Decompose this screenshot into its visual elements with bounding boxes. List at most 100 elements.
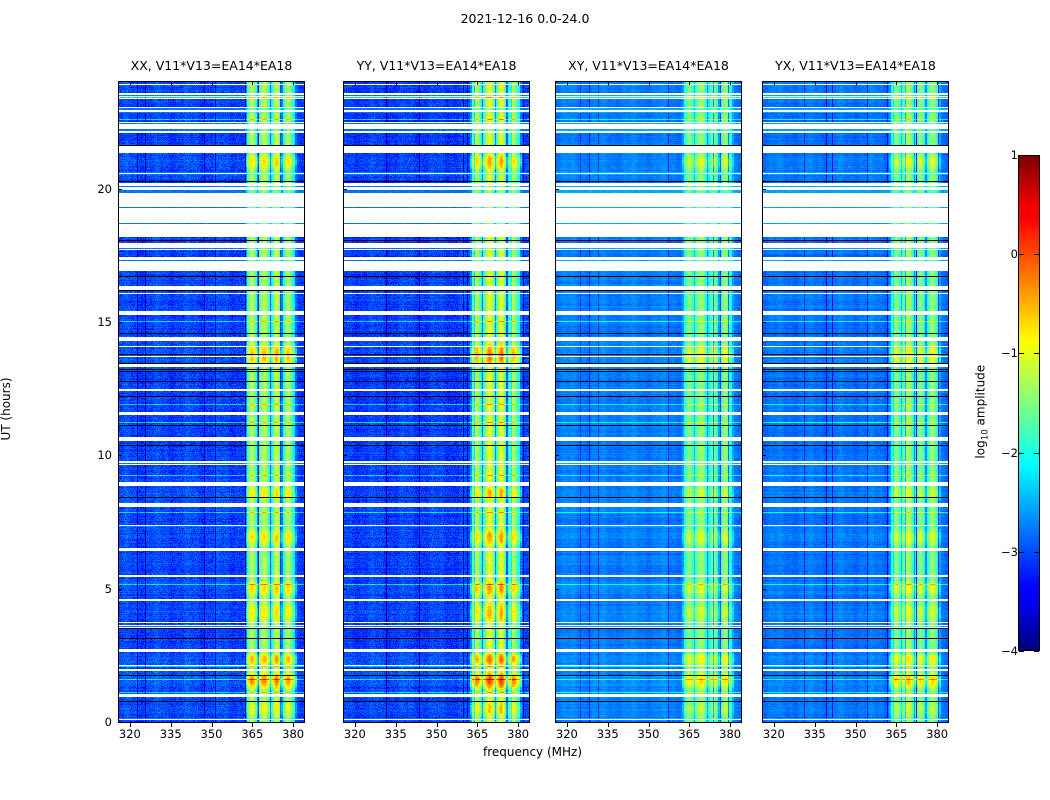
x-tick-mark [856,723,857,727]
x-tick-label: 320 [118,727,141,741]
x-tick-mark [608,81,609,85]
x-tick-mark [130,723,131,727]
y-tick-mark [762,189,766,190]
x-tick-labels: 320 335 350 365 380 [555,727,742,745]
y-tick-mark [118,722,122,723]
y-tick-mark [555,322,559,323]
colorbar-tick-label: 1 [1010,148,1018,162]
waterfall-panel-xx[interactable] [118,81,305,723]
y-tick-mark [118,189,122,190]
x-tick-label: 365 [885,727,908,741]
x-tick-mark [355,723,356,727]
y-tick-mark [343,455,347,456]
x-tick-mark [212,81,213,85]
y-tick-mark [343,322,347,323]
x-tick-mark [896,723,897,727]
x-tick-mark [130,81,131,85]
x-tick-label: 335 [803,727,826,741]
colorbar-tick-mark [1034,254,1039,255]
waterfall-image-yx [763,82,948,722]
x-tick-label: 365 [678,727,701,741]
x-tick-mark [774,81,775,85]
x-tick-label: 380 [282,727,305,741]
colorbar-tick-label: −2 [1001,445,1018,460]
x-tick-mark [689,723,690,727]
panel-title-yx: YX, V11*V13=EA14*EA18 [775,58,936,73]
x-tick-label: 320 [762,727,785,741]
x-tick-label: 335 [159,727,182,741]
x-tick-label: 350 [844,727,867,741]
colorbar-tick-mark [1034,552,1039,553]
x-tick-mark [608,723,609,727]
x-tick-mark [518,723,519,727]
x-tick-label: 380 [507,727,530,741]
colorbar-tick-label: −4 [1001,644,1018,658]
x-tick-mark [815,723,816,727]
x-tick-mark [171,81,172,85]
colorbar [1018,155,1040,651]
x-tick-labels: 320 335 350 365 380 [762,727,949,745]
x-tick-mark [937,81,938,85]
x-tick-mark [252,81,253,85]
x-tick-mark [856,81,857,85]
y-tick-mark [555,189,559,190]
waterfall-panel-yx[interactable] [762,81,949,723]
x-tick-mark [730,81,731,85]
x-tick-label: 335 [384,727,407,741]
x-tick-label: 335 [596,727,619,741]
x-tick-mark [437,723,438,727]
colorbar-tick-mark [1034,155,1039,156]
x-tick-label: 320 [343,727,366,741]
x-tick-label: 380 [719,727,742,741]
colorbar-tick-mark [1019,453,1024,454]
colorbar-label-subscript: 10 [980,429,991,441]
x-tick-mark [477,723,478,727]
colorbar-tick-mark [1034,651,1039,652]
colorbar-tick-mark [1019,651,1024,652]
colorbar-tick-mark [1019,552,1024,553]
waterfall-image-yy [344,82,529,722]
colorbar-tick-label: 0 [1010,247,1018,262]
colorbar-tick-mark [1019,353,1024,354]
x-tick-mark [649,81,650,85]
x-tick-label: 380 [926,727,949,741]
waterfall-panel-yy[interactable] [343,81,530,723]
x-tick-mark [355,81,356,85]
x-tick-mark [774,723,775,727]
colorbar-label: log10 amplitude [973,365,990,459]
x-tick-mark [567,81,568,85]
x-tick-mark [689,81,690,85]
x-tick-mark [252,723,253,727]
colorbar-label-suffix: amplitude [973,364,988,430]
x-tick-mark [293,723,294,727]
y-tick-mark [762,589,766,590]
x-tick-mark [896,81,897,85]
colorbar-label-prefix: log [973,440,988,459]
waterfall-panel-xy[interactable] [555,81,742,723]
x-tick-label: 365 [241,727,264,741]
x-tick-label: 350 [200,727,223,741]
y-tick-label: 5 [104,581,112,596]
y-tick-label: 15 [97,315,112,329]
y-tick-mark [762,722,766,723]
y-tick-mark [118,322,122,323]
panel-title-xx: XX, V11*V13=EA14*EA18 [130,58,293,73]
x-tick-labels: 320 335 350 365 380 [118,727,305,745]
x-tick-mark [171,723,172,727]
x-tick-mark [396,723,397,727]
y-axis-label: UT (hours) [0,377,13,441]
colorbar-tick-label: −1 [1001,346,1018,361]
y-tick-label: 20 [97,181,112,196]
panel-title-xy: XY, V11*V13=EA14*EA18 [568,58,729,73]
y-tick-mark [343,189,347,190]
x-tick-mark [477,81,478,85]
y-tick-mark [555,722,559,723]
x-tick-mark [518,81,519,85]
colorbar-gradient [1019,156,1039,650]
colorbar-tick-mark [1034,453,1039,454]
x-tick-mark [396,81,397,85]
x-tick-mark [437,81,438,85]
figure-suptitle: 2021-12-16 0.0-24.0 [460,11,590,26]
y-tick-label: 0 [104,715,112,729]
x-tick-mark [649,723,650,727]
